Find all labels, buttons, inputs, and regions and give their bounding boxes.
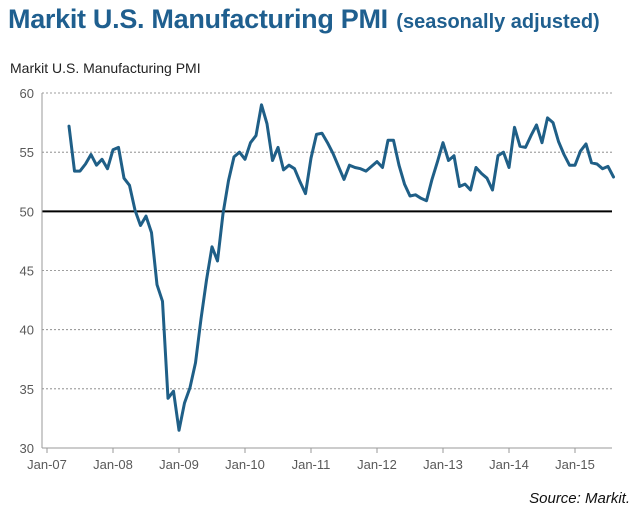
x-tick-label: Jan-13 (423, 457, 463, 472)
chart-title: Markit U.S. Manufacturing PMI (seasonall… (8, 4, 600, 35)
chart-subtitle: Markit U.S. Manufacturing PMI (10, 60, 201, 76)
x-tick-label: Jan-15 (555, 457, 595, 472)
y-tick-label: 60 (20, 86, 34, 101)
chart-title-main: Markit U.S. Manufacturing PMI (8, 4, 388, 34)
y-tick-label: 40 (20, 323, 34, 338)
x-tick-label: Jan-08 (93, 457, 133, 472)
y-tick-label: 50 (20, 204, 34, 219)
source-note: Source: Markit. (529, 490, 630, 507)
x-tick-label: Jan-10 (225, 457, 265, 472)
pmi-series-line (67, 103, 615, 432)
y-tick-label: 55 (20, 145, 34, 160)
y-tick-label: 35 (20, 382, 34, 397)
x-tick-label: Jan-14 (489, 457, 529, 472)
x-tick-label: Jan-12 (357, 457, 397, 472)
x-tick-label: Jan-09 (159, 457, 199, 472)
x-tick-label: Jan-11 (292, 457, 331, 472)
chart-title-suffix: (seasonally adjusted) (396, 11, 600, 33)
y-tick-label: 45 (20, 264, 34, 279)
x-tick-label: Jan-07 (27, 457, 67, 472)
y-tick-label: 30 (20, 441, 34, 456)
